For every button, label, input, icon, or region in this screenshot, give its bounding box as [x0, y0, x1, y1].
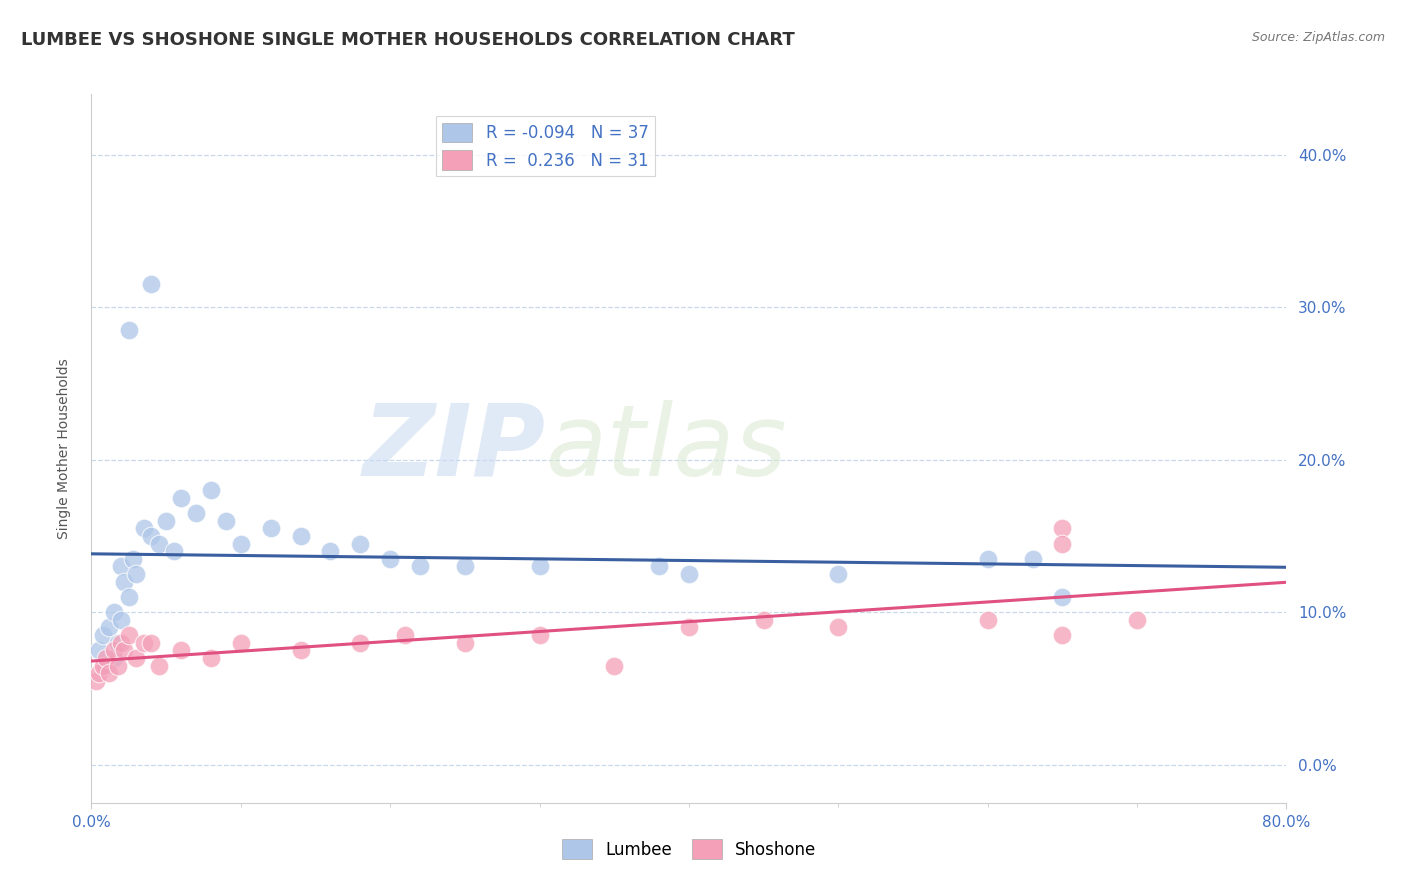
Point: [394, 628, 416, 642]
Legend: Lumbee, Shoshone: Lumbee, Shoshone: [555, 833, 823, 865]
Point: [349, 536, 371, 550]
Point: [162, 544, 184, 558]
Point: [141, 635, 163, 649]
Point: [215, 514, 238, 528]
Point: [529, 628, 551, 642]
Point: [229, 635, 252, 649]
Point: [259, 521, 281, 535]
Point: [96, 651, 118, 665]
Point: [141, 529, 163, 543]
Point: [125, 567, 148, 582]
Text: atlas: atlas: [546, 400, 787, 497]
Point: [87, 666, 110, 681]
Point: [112, 574, 135, 589]
Point: [409, 559, 432, 574]
Point: [184, 506, 207, 520]
Point: [678, 620, 700, 634]
Point: [976, 613, 998, 627]
Point: [148, 536, 170, 550]
Point: [1126, 613, 1149, 627]
Point: [93, 658, 115, 673]
Point: [132, 521, 155, 535]
Point: [107, 658, 129, 673]
Point: [290, 643, 312, 657]
Point: [141, 277, 163, 292]
Point: [122, 551, 145, 566]
Point: [827, 567, 849, 582]
Point: [170, 643, 193, 657]
Point: [98, 620, 121, 634]
Point: [107, 635, 129, 649]
Point: [976, 551, 998, 566]
Point: [1052, 590, 1074, 604]
Point: [648, 559, 671, 574]
Point: [93, 628, 115, 642]
Point: [200, 483, 222, 498]
Point: [752, 613, 775, 627]
Point: [603, 658, 626, 673]
Point: [454, 559, 477, 574]
Point: [349, 635, 371, 649]
Point: [200, 651, 222, 665]
Point: [1052, 536, 1074, 550]
Point: [118, 323, 141, 337]
Point: [103, 651, 125, 665]
Point: [110, 635, 132, 649]
Y-axis label: Single Mother Households: Single Mother Households: [56, 358, 70, 539]
Point: [454, 635, 477, 649]
Point: [103, 605, 125, 619]
Point: [110, 559, 132, 574]
Point: [1021, 551, 1043, 566]
Point: [84, 673, 107, 688]
Point: [87, 643, 110, 657]
Point: [1052, 521, 1074, 535]
Point: [827, 620, 849, 634]
Point: [103, 643, 125, 657]
Point: [529, 559, 551, 574]
Text: LUMBEE VS SHOSHONE SINGLE MOTHER HOUSEHOLDS CORRELATION CHART: LUMBEE VS SHOSHONE SINGLE MOTHER HOUSEHO…: [21, 31, 794, 49]
Point: [98, 666, 121, 681]
Point: [118, 590, 141, 604]
Point: [112, 643, 135, 657]
Point: [170, 491, 193, 505]
Point: [110, 613, 132, 627]
Point: [125, 651, 148, 665]
Point: [229, 536, 252, 550]
Text: Source: ZipAtlas.com: Source: ZipAtlas.com: [1251, 31, 1385, 45]
Point: [148, 658, 170, 673]
Point: [118, 628, 141, 642]
Point: [678, 567, 700, 582]
Point: [132, 635, 155, 649]
Point: [96, 658, 118, 673]
Point: [290, 529, 312, 543]
Point: [155, 514, 177, 528]
Point: [380, 551, 402, 566]
Point: [1052, 628, 1074, 642]
Point: [319, 544, 342, 558]
Text: ZIP: ZIP: [363, 400, 546, 497]
